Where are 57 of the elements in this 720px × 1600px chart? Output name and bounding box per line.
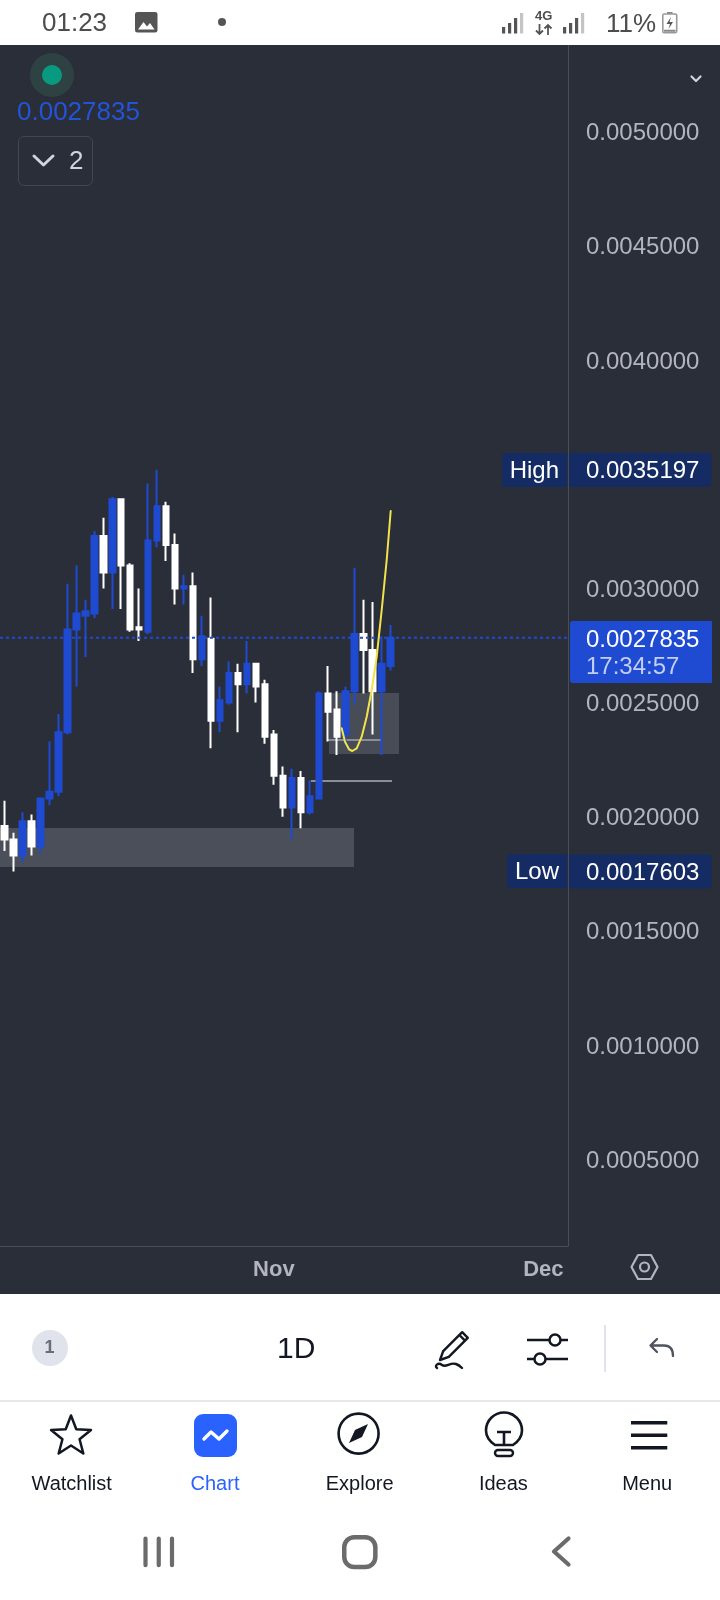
y-tick-label: 0.0025000 bbox=[586, 689, 700, 717]
x-tick-label: Dec bbox=[523, 1255, 564, 1281]
text: 1 bbox=[44, 1336, 55, 1359]
candlestick bbox=[135, 587, 143, 642]
candlestick bbox=[162, 500, 170, 563]
text: 17:34:57 bbox=[586, 652, 680, 682]
candlestick bbox=[270, 728, 278, 786]
y-tick-label: 0.0035197 bbox=[586, 456, 700, 484]
candlestick bbox=[243, 639, 251, 695]
y-tick-label: 0.0030000 bbox=[586, 574, 700, 602]
y-tick-label: 0.0010000 bbox=[586, 1031, 700, 1059]
y-tick-label: 0.0050000 bbox=[586, 118, 700, 146]
candlestick bbox=[126, 562, 134, 633]
candlestick bbox=[252, 662, 260, 704]
x-tick-label: Nov bbox=[253, 1255, 296, 1281]
annotation: High bbox=[501, 452, 567, 487]
candlestick bbox=[99, 516, 108, 590]
candlestick bbox=[144, 482, 152, 636]
y-tick-label: 0.0020000 bbox=[586, 803, 700, 831]
annotation: Low bbox=[506, 854, 567, 889]
text: Watchlist bbox=[31, 1471, 112, 1495]
candlestick bbox=[180, 573, 188, 606]
y-tick-label: 0.0017603 bbox=[586, 857, 700, 885]
candlestick bbox=[171, 532, 179, 606]
candlestick bbox=[306, 779, 314, 816]
text: Chart bbox=[190, 1471, 240, 1495]
y-tick-label: 0.0015000 bbox=[586, 917, 700, 945]
text: Menu bbox=[622, 1471, 673, 1495]
candlestick bbox=[234, 662, 242, 734]
candlestick bbox=[297, 770, 305, 830]
text: Ideas bbox=[478, 1471, 528, 1495]
y-tick-label: 0.0005000 bbox=[586, 1145, 700, 1173]
candlestick bbox=[216, 685, 224, 734]
candlestick bbox=[315, 690, 323, 800]
candlestick bbox=[279, 765, 287, 818]
candlestick bbox=[333, 690, 341, 757]
candlestick bbox=[117, 498, 125, 610]
candlestick bbox=[189, 571, 197, 674]
candlestick bbox=[225, 660, 233, 706]
y-tick-label: 0.0045000 bbox=[586, 232, 700, 260]
annotation: 0.0027835 bbox=[17, 96, 140, 128]
text: 1D bbox=[277, 1330, 316, 1366]
candlestick bbox=[324, 665, 332, 743]
candlestick bbox=[27, 813, 36, 857]
ref-line-label: 0.0027835 bbox=[586, 623, 701, 654]
candlestick bbox=[207, 596, 215, 750]
candlestick bbox=[18, 811, 27, 864]
candlestick bbox=[288, 767, 296, 841]
candlestick bbox=[153, 468, 161, 549]
text: 11% bbox=[606, 7, 657, 40]
text: Explore bbox=[325, 1471, 394, 1495]
candlestick bbox=[261, 678, 269, 745]
y-tick-label: 0.0040000 bbox=[586, 346, 700, 374]
annotation: 2 bbox=[69, 145, 84, 177]
text: 4G bbox=[535, 8, 553, 24]
text: 01:23 bbox=[42, 6, 108, 39]
candlestick bbox=[108, 496, 117, 610]
